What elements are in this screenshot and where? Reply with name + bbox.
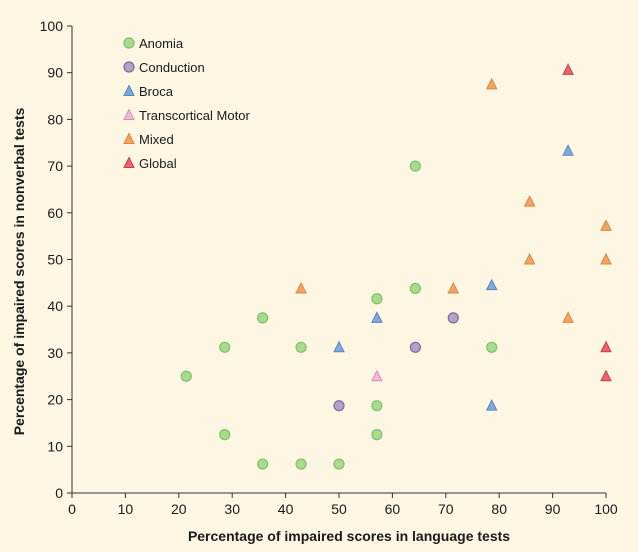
broca-point [485,399,498,411]
mixed-point [447,281,460,294]
x-tick-label: 70 [438,501,454,517]
legend-marker-anomia [123,37,135,49]
x-tick-label: 0 [68,501,76,517]
y-tick-label: 50 [47,252,63,268]
conduction-point [333,400,345,412]
x-tick-label: 60 [385,501,401,517]
anomia-point [257,458,269,470]
anomia-point [295,458,307,470]
conduction-point [447,312,459,324]
mixed-point [523,194,536,207]
anomia-point [219,341,231,353]
broca-point [485,278,498,291]
y-tick-label: 0 [55,485,63,501]
global-point [562,63,574,75]
legend-marker-broca [123,84,135,96]
legend-label-broca: Broca [139,84,174,99]
anomia-point [371,400,383,412]
legend-label-anomia: Anomia [139,36,184,51]
data-points [180,63,612,470]
x-tick-label: 50 [331,501,347,517]
anomia-point [180,370,192,382]
x-tick-label: 40 [278,501,294,517]
x-tick-label: 90 [545,501,561,517]
anomia-point [219,429,231,441]
y-tick-label: 60 [47,205,63,221]
x-tick-label: 100 [594,501,618,517]
anomia-point [409,160,421,172]
legend-marker-global [123,156,135,168]
y-tick-label: 10 [47,438,63,454]
x-tick-label: 10 [118,501,134,517]
mixed-point [485,77,498,90]
y-axis-title: Percentage of impaired scores in nonverb… [11,108,27,436]
legend-label-transcortical-motor: Transcortical Motor [139,108,250,123]
mixed-point [600,219,612,231]
global-point [600,369,612,382]
legend-label-global: Global [139,156,177,171]
anomia-point [486,341,498,353]
mixed-point [523,252,536,265]
y-tick-label: 40 [47,298,63,314]
y-tick-label: 80 [47,111,63,127]
anomia-point [257,312,269,324]
mixed-point [600,252,612,265]
broca-point [333,340,345,353]
global-point [600,340,612,353]
anomia-point [333,458,345,470]
legend-marker-transcortical-motor [123,108,135,120]
x-tick-label: 80 [491,501,507,517]
anomia-point [371,429,383,441]
y-tick-label: 30 [47,345,63,361]
anomia-point [409,282,421,295]
broca-point [562,144,574,156]
legend-marker-conduction [123,61,135,73]
y-tick-label: 90 [47,65,63,81]
transcortical-motor-point [371,369,383,382]
x-tick-label: 20 [171,501,187,517]
ticks: 0 10 20 30 40 50 60 70 80 90 100 0 10 20 30 40 50 60 70 80 9… [40,18,618,517]
y-tick-label: 20 [47,392,63,408]
conduction-point [409,341,421,353]
mixed-point [562,311,574,323]
y-tick-label: 70 [47,158,63,174]
legend: Anomia Conduction Broca Transcortical Motor… [123,36,250,171]
y-tick-label: 100 [40,18,64,34]
legend-label-conduction: Conduction [139,60,205,75]
x-axis-title: Percentage of impaired scores in languag… [188,528,510,544]
mixed-point [295,281,307,294]
anomia-point [371,293,383,305]
anomia-point [295,341,307,353]
legend-label-mixed: Mixed [139,132,174,147]
legend-marker-mixed [123,132,135,144]
x-tick-label: 30 [224,501,240,517]
broca-point [371,311,383,323]
